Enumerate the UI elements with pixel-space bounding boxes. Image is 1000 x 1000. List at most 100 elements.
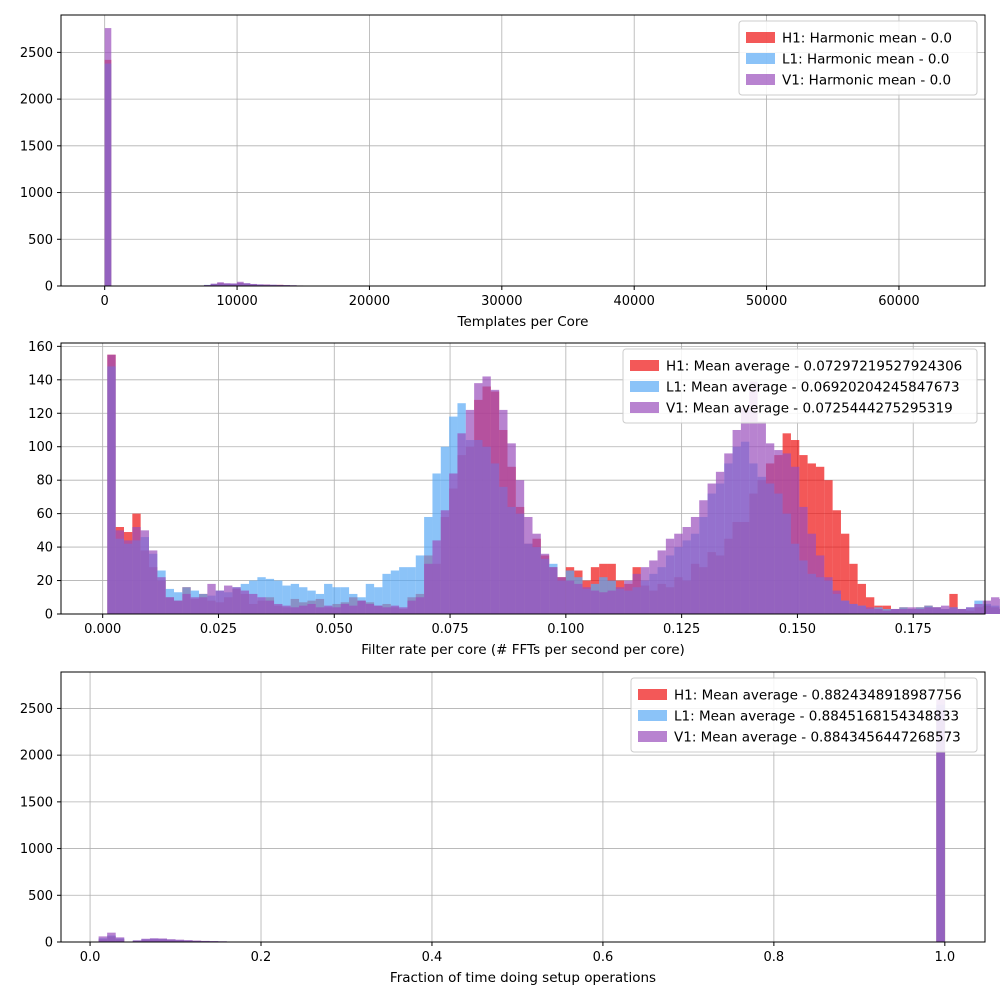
histogram-bar [574,583,583,614]
histogram-bar [815,555,825,614]
histogram-bar [165,597,175,614]
histogram-bar [665,538,675,614]
histogram-bar [482,376,491,614]
histogram-bar [374,605,383,614]
histogram-bar [240,590,250,614]
histogram-bar [991,597,1000,614]
histogram-bar [390,605,400,614]
histogram-bar [807,533,816,614]
histogram-bar [98,936,108,942]
y-tick-label: 1000 [20,842,53,857]
y-tick-label: 1500 [20,795,53,810]
histogram-bar [824,577,833,614]
series-v1 [104,28,324,287]
histogram-bar [849,603,858,614]
y-tick-label: 60 [36,507,53,522]
histogram-bar [190,597,200,614]
histogram-bar [440,510,450,614]
histogram-bar [599,592,608,614]
histogram-bar [799,506,808,614]
x-tick-label: 0 [101,294,109,309]
histogram-bar [132,527,141,614]
series-v1 [107,354,1000,614]
histogram-bar [549,567,558,614]
x-tick-label: 0.100 [547,622,584,637]
histogram-bar [276,284,284,286]
histogram-bar [407,567,416,614]
y-tick-label: 40 [36,541,53,556]
histogram-bar [849,563,858,614]
x-tick-label: 0.2 [251,950,272,965]
legend-swatch [630,402,659,413]
legend-entry-label: L1: Harmonic mean - 0.0 [782,52,949,68]
y-tick-label: 1500 [20,139,53,154]
legend-swatch [630,360,659,371]
histogram-bar [857,605,866,614]
histogram-bar [582,587,591,614]
histogram-bar [299,587,308,614]
histogram-bar [299,605,308,614]
y-tick-label: 0 [45,608,53,623]
histogram-bar [941,605,950,614]
histogram-bar [982,600,992,614]
histogram-bar [882,610,891,614]
histogram-bar [907,607,916,614]
histogram-bar [257,577,266,614]
histogram-bar [382,607,391,614]
histogram-bar [832,510,841,614]
histogram-bar [966,607,975,614]
histogram-bar [399,567,408,614]
tick-labels: 0.000 0.025 0.050 0.075 0.100 0.125 0.150 0.175… [28,340,932,637]
histogram-bar [815,466,825,614]
histogram-bar [123,540,133,614]
histogram-bar [624,580,633,614]
x-tick-label: 0.150 [779,622,816,637]
histogram-bar [232,587,241,614]
histogram-bar [324,605,333,614]
axes-frame [60,671,986,943]
histogram-bar [399,607,408,614]
histogram-bar [157,577,166,614]
histogram-bar [824,480,833,614]
histogram-bar [949,607,958,614]
x-tick-label: 30000 [481,294,522,309]
y-tick-label: 160 [28,340,53,355]
histogram-bar [765,443,775,614]
histogram-bar [457,433,466,614]
x-tick-label: 0.4 [422,950,443,965]
histogram-bar [524,516,533,614]
histogram-bar [340,587,350,614]
histogram-bar [265,600,275,614]
x-tick-label: 60000 [878,294,919,309]
histogram-bar [210,283,218,286]
histogram-bar [107,354,116,614]
histogram-bar [949,593,958,614]
histogram-bar [315,593,325,614]
histogram-bar [250,283,257,286]
legend-swatch [638,689,667,700]
axes-frame [60,14,986,287]
histogram-bar [757,421,766,614]
y-tick-label: 2500 [20,702,53,717]
legend-swatch [638,710,667,721]
histogram-bar [243,283,251,286]
histogram-bar [257,597,266,614]
histogram-bar [657,550,666,614]
histogram-bar [166,939,176,942]
legend-entry-label: L1: Mean average - 0.06920204245847673 [666,380,960,396]
histogram-bar [507,443,516,614]
histogram-bar [149,938,159,942]
histogram-bar [332,607,341,614]
histogram-bar [449,473,458,614]
histogram-bar [230,283,238,286]
histogram-bar [732,429,741,614]
histogram-bar [256,284,264,286]
legend-swatch [746,53,775,64]
y-tick-label: 140 [28,373,53,388]
histogram-bar [182,593,191,614]
histogram-bar [465,409,475,614]
histogram-bar [282,585,291,614]
histogram-bar [565,580,575,614]
histogram-bar [115,937,125,942]
histogram-bar [192,940,202,942]
